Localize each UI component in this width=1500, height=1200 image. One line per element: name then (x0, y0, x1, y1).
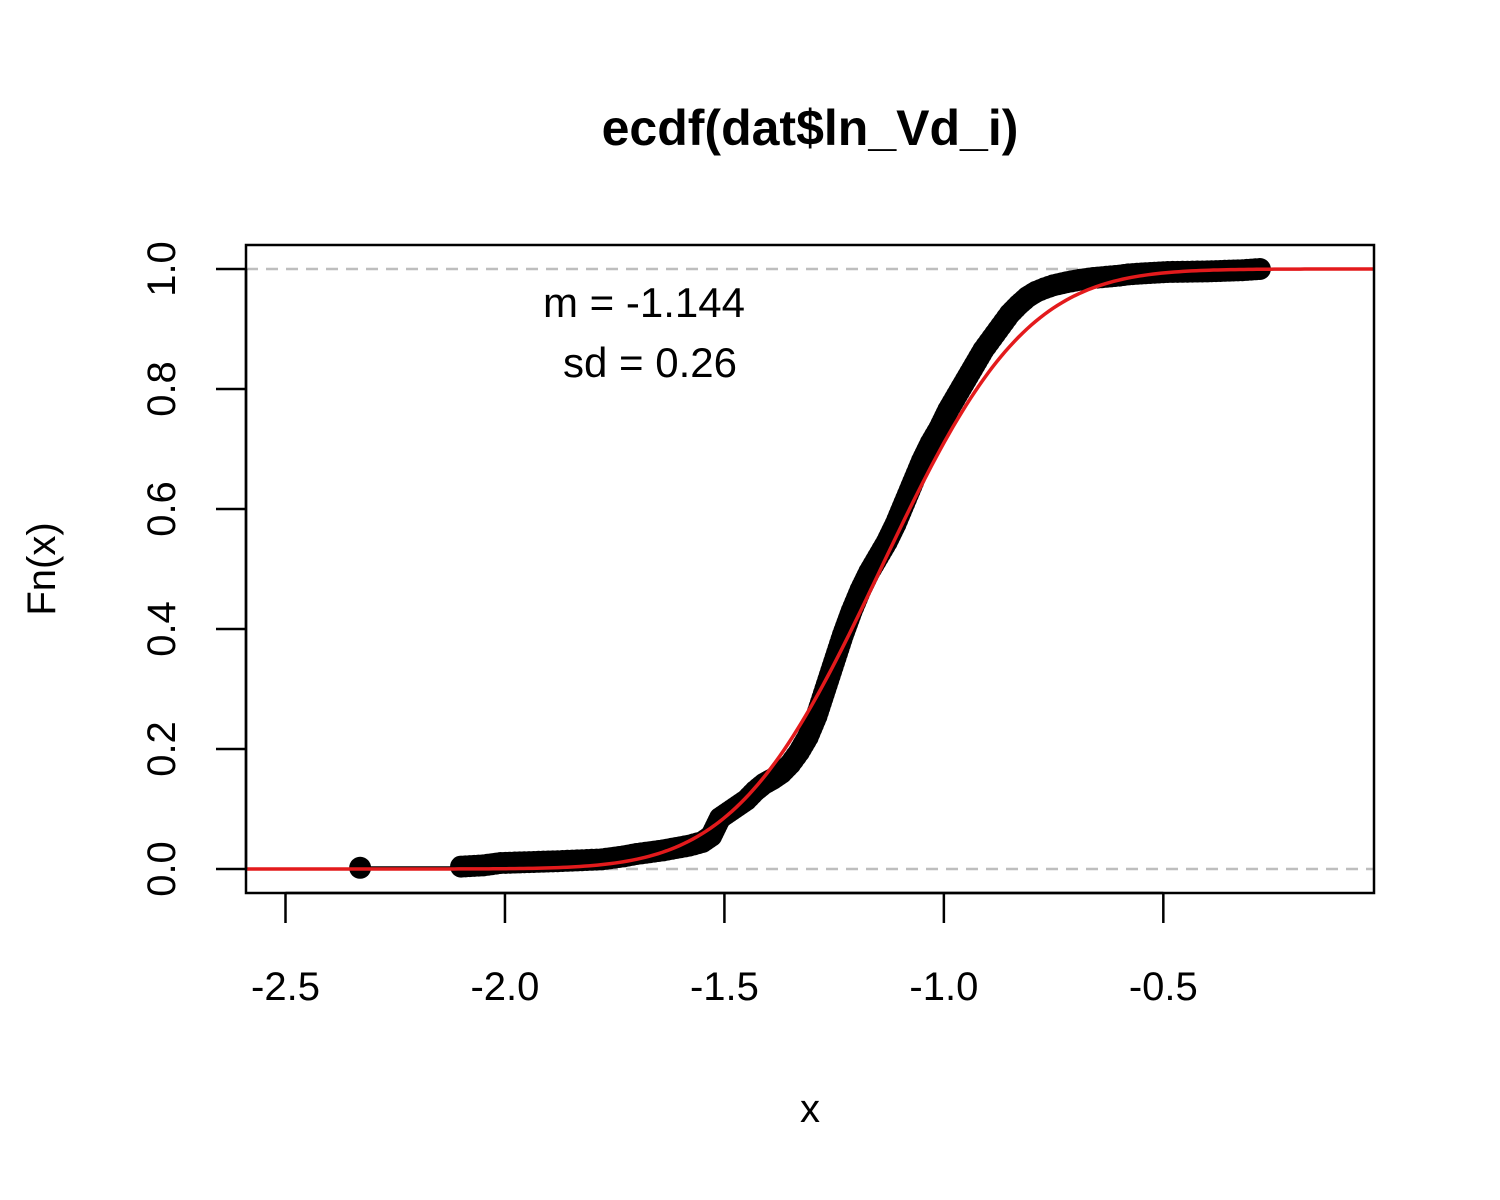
y-tick-label: 0.8 (140, 361, 184, 417)
y-tick-label: 0.4 (140, 601, 184, 657)
reference-lines (246, 267, 1374, 871)
plot-frame (244, 243, 1376, 895)
annotation-sd: sd = 0.26 (563, 339, 737, 386)
y-axis: 0.0 0.2 0.4 0.6 0.8 1.0 (140, 241, 248, 897)
annotation-mean: m = -1.144 (543, 279, 745, 326)
ecdf-points (349, 258, 1271, 879)
y-axis-label: Fn(x) (20, 522, 64, 615)
y-tick-label: 0.0 (140, 841, 184, 897)
y-tick-label: 1.0 (140, 241, 184, 297)
normal-fit-path (246, 267, 1375, 871)
y-tick-label: 0.2 (140, 721, 184, 777)
x-tick-label: -2.0 (470, 965, 539, 1009)
x-tick-label: -1.5 (690, 965, 759, 1009)
y-tick-label: 0.6 (140, 481, 184, 537)
x-axis-label: x (800, 1087, 820, 1131)
normal-fit-curve (246, 267, 1375, 871)
x-axis: -2.5 -2.0 -1.5 -1.0 -0.5 (251, 891, 1198, 1009)
chart-title: ecdf(dat$ln_Vd_i) (602, 100, 1019, 156)
x-tick-label: -0.5 (1129, 965, 1198, 1009)
x-tick-label: -1.0 (909, 965, 978, 1009)
ecdf-step-line (360, 268, 1260, 870)
x-tick-label: -2.5 (251, 965, 320, 1009)
